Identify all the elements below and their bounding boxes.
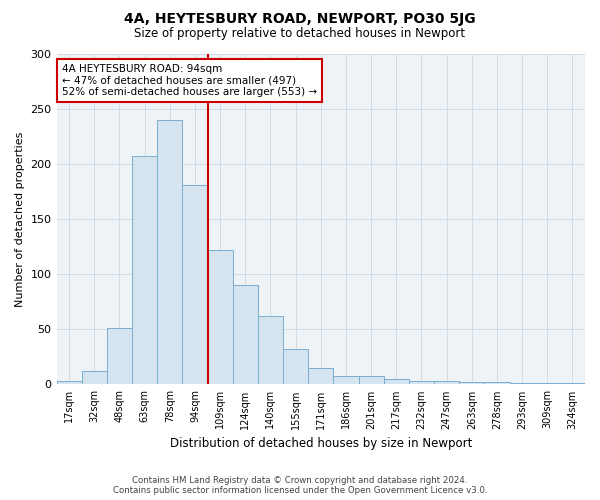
Bar [182, 185, 208, 384]
Bar [157, 120, 182, 384]
Text: Size of property relative to detached houses in Newport: Size of property relative to detached ho… [134, 28, 466, 40]
Y-axis label: Number of detached properties: Number of detached properties [15, 132, 25, 307]
Bar [132, 156, 157, 384]
Bar [383, 379, 409, 384]
Text: Contains HM Land Registry data © Crown copyright and database right 2024.
Contai: Contains HM Land Registry data © Crown c… [113, 476, 487, 495]
Bar [233, 286, 258, 384]
Bar [107, 328, 132, 384]
Bar [459, 382, 484, 384]
Bar [484, 382, 509, 384]
Bar [359, 376, 383, 384]
Bar [258, 316, 283, 384]
Bar [409, 381, 434, 384]
Bar [434, 381, 459, 384]
Bar [208, 250, 233, 384]
Text: 4A HEYTESBURY ROAD: 94sqm
← 47% of detached houses are smaller (497)
52% of semi: 4A HEYTESBURY ROAD: 94sqm ← 47% of detac… [62, 64, 317, 97]
Bar [283, 349, 308, 384]
Bar [82, 371, 107, 384]
X-axis label: Distribution of detached houses by size in Newport: Distribution of detached houses by size … [170, 437, 472, 450]
Bar [334, 376, 359, 384]
Bar [56, 381, 82, 384]
Text: 4A, HEYTESBURY ROAD, NEWPORT, PO30 5JG: 4A, HEYTESBURY ROAD, NEWPORT, PO30 5JG [124, 12, 476, 26]
Bar [308, 368, 334, 384]
